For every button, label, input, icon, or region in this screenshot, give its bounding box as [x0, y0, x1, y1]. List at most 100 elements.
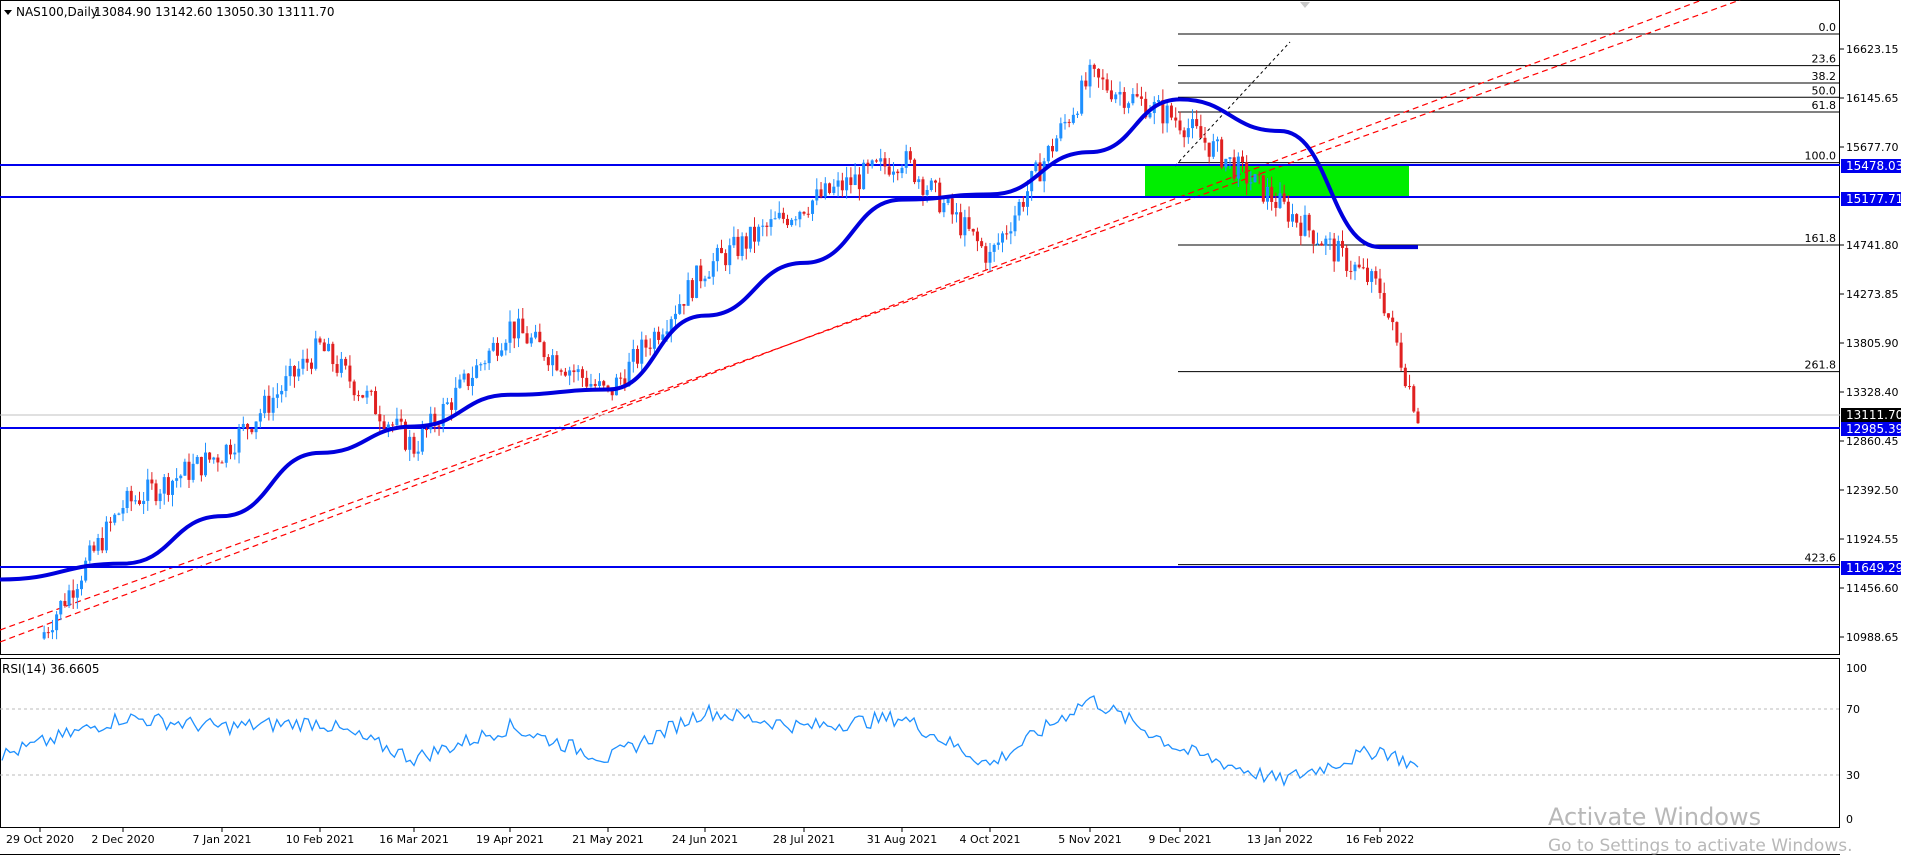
candle-body [55, 614, 59, 631]
candle-body [563, 371, 567, 376]
candle-body [832, 186, 836, 193]
candle-body [1105, 79, 1109, 91]
candle-body [479, 364, 483, 366]
candle-body [1361, 267, 1365, 269]
candle-body [840, 180, 844, 191]
price-tick-label: 12860.45 [1846, 435, 1899, 448]
candle-body [887, 166, 891, 175]
candle-body [657, 331, 661, 340]
price-box-15177 [1841, 192, 1901, 206]
candle-body [802, 211, 806, 214]
candle-body [288, 365, 292, 377]
rsi-axis-30: 30 [1846, 769, 1860, 782]
candle-body [773, 218, 777, 220]
candle-body [619, 377, 623, 379]
candle-body [1092, 64, 1096, 69]
candle-body [412, 436, 416, 454]
candle-body [736, 236, 740, 256]
activation-watermark-subtitle: Go to Settings to activate Windows. [1548, 836, 1853, 856]
candle-body [1316, 243, 1319, 245]
time-tick-label: 4 Oct 2021 [959, 833, 1020, 846]
candle-body [297, 368, 301, 377]
candle-body [1307, 214, 1311, 231]
candle-body [146, 479, 150, 501]
candle-body [1399, 342, 1403, 368]
candle-body [508, 321, 512, 343]
candle-body [374, 391, 378, 415]
candle-body [1236, 156, 1240, 179]
candle-body [525, 333, 529, 344]
candle-body [1224, 158, 1228, 168]
candle-body [454, 387, 458, 410]
candle-body [1199, 126, 1203, 138]
candle-body [100, 537, 104, 551]
candle-body [781, 212, 785, 219]
candle-body [1071, 114, 1075, 123]
candle-body [996, 242, 1000, 245]
candle-body [1245, 162, 1249, 184]
candle-body [318, 338, 322, 343]
candle-body [794, 219, 798, 221]
candle-body [942, 202, 946, 213]
candle-body [1101, 77, 1105, 80]
candle-body [555, 355, 559, 371]
candle-body [1241, 156, 1244, 163]
time-axis[interactable]: 29 Oct 2020 2 Dec 2020 7 Jan 2021 10 Feb 20… [6, 828, 1414, 846]
fibonacci-trendline [1174, 41, 1291, 167]
chart-menu-triangle-icon[interactable] [4, 10, 12, 15]
candle-body [1395, 322, 1399, 343]
candle-body [1195, 119, 1199, 127]
candle-body [179, 475, 183, 479]
candle-body [908, 151, 912, 160]
candle-body [109, 521, 113, 523]
candle-body [391, 424, 395, 426]
candle-body [1114, 94, 1118, 100]
candle-body [125, 490, 129, 508]
candle-body [1253, 174, 1257, 183]
time-tick-label: 19 Apr 2021 [476, 833, 544, 846]
candle-body [195, 456, 199, 464]
candle-body [63, 600, 67, 606]
price-tick-label: 15677.70 [1846, 141, 1899, 154]
candle-body [1059, 123, 1063, 139]
candle-body [395, 418, 399, 425]
candle-body [1157, 100, 1161, 102]
price-axis[interactable]: 16623.15 16145.65 15677.70 14741.80 14273.85… [1840, 43, 1899, 644]
candle-body [246, 423, 250, 430]
candle-body [728, 245, 732, 266]
candle-body [224, 444, 228, 463]
candle-body [1021, 201, 1025, 207]
candle-body [720, 247, 723, 254]
candle-body [959, 212, 963, 236]
candle-body [339, 358, 343, 373]
candle-body [441, 403, 445, 427]
candle-body [166, 477, 170, 495]
candle-body [648, 347, 652, 349]
candle-body [250, 429, 254, 433]
shift-marker-icon[interactable] [1300, 2, 1310, 8]
candle-body [1220, 139, 1224, 168]
price-label-11649: 11649.29 [1846, 561, 1903, 575]
candle-body [585, 377, 589, 387]
candle-body [233, 452, 237, 455]
candle-body [1370, 271, 1374, 282]
candle-body [1161, 100, 1165, 124]
candle-body [1278, 193, 1282, 208]
price-tick-label: 13805.90 [1846, 337, 1899, 350]
candle-body [263, 395, 267, 414]
candle-body [925, 189, 929, 195]
candle-body [429, 413, 433, 430]
price-tick-label: 12392.50 [1846, 484, 1899, 497]
candle-body [46, 632, 50, 634]
candle-body [572, 370, 576, 373]
candle-body [462, 373, 466, 380]
candle-body [707, 276, 711, 279]
candle-body [275, 394, 279, 398]
candle-body [517, 318, 521, 339]
candle-body [900, 167, 904, 174]
candle-body [1055, 138, 1059, 152]
candle-body [1046, 145, 1050, 162]
candle-body [1320, 243, 1324, 246]
candle-body [1034, 162, 1038, 172]
